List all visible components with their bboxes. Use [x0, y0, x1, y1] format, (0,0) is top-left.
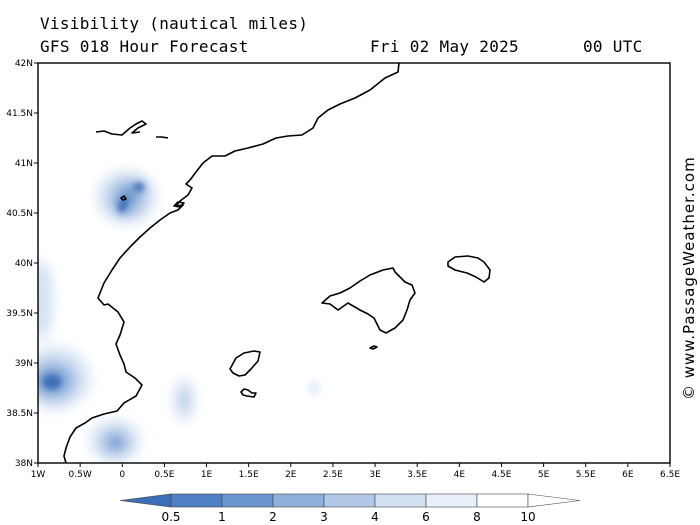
y-tick-label: 40.5N — [6, 209, 33, 219]
legend-label: 10 — [520, 510, 535, 524]
menorca-coastline — [447, 255, 491, 283]
legend-swatch — [476, 493, 529, 508]
formentera-coastline — [240, 388, 257, 398]
legend-swatch — [323, 493, 376, 508]
y-tick-label: 42N — [15, 59, 33, 69]
forecast-time-label: 00 UTC — [583, 37, 643, 56]
spain-coastline — [63, 63, 400, 463]
legend-swatch — [527, 493, 581, 508]
legend-swatch — [374, 493, 427, 508]
x-tick-label: 1E — [201, 470, 213, 480]
low-visibility-cell-west — [38, 260, 91, 410]
legend-label: 1 — [218, 510, 226, 524]
x-tick-label: 6E — [622, 470, 634, 480]
ebro-delta-coastline — [173, 201, 185, 208]
x-tick-label: 5.5E — [576, 470, 596, 480]
x-tick-label: 2.5E — [323, 470, 343, 480]
x-tick-label: 0.5W — [69, 470, 92, 480]
coastlines — [63, 63, 491, 463]
legend-swatch — [272, 493, 325, 508]
legend-label: 2 — [269, 510, 277, 524]
legend-swatch — [170, 493, 223, 508]
watermark-text: © www.PassageWeather.com — [680, 156, 698, 400]
x-tick-label: 6.5E — [660, 470, 680, 480]
low-visibility-cell-north-core — [118, 183, 144, 213]
legend-swatch — [119, 493, 172, 508]
visibility-shading — [38, 170, 321, 463]
mallorca-coastline — [321, 267, 416, 334]
legend-label: 4 — [371, 510, 379, 524]
forecast-model-label: GFS 018 Hour Forecast — [40, 37, 249, 56]
cabrera-coastline — [369, 345, 378, 350]
legend-swatch — [425, 493, 478, 508]
france-coastline-fragment-2 — [156, 136, 169, 139]
y-tick-label: 41.5N — [6, 109, 33, 119]
legend-label: 0.5 — [161, 510, 180, 524]
legend-label: 6 — [422, 510, 430, 524]
low-visibility-cell-south — [89, 419, 141, 463]
ibiza-coastline — [229, 350, 261, 377]
columbretes-coastline — [120, 195, 127, 201]
y-tick-label: 38.5N — [6, 409, 33, 419]
map-title-variable: Visibility (nautical miles) — [40, 14, 309, 33]
legend-swatch — [221, 493, 274, 508]
x-tick-label: 3.5E — [407, 470, 427, 480]
x-tick-label: 0.5E — [154, 470, 174, 480]
x-tick-label: 5E — [538, 470, 550, 480]
x-tick-label: 4E — [454, 470, 466, 480]
forecast-date-label: Fri 02 May 2025 — [370, 37, 519, 56]
x-tick-label: 1W — [31, 470, 46, 480]
low-visibility-cell-ibiza — [173, 378, 195, 422]
france-coastline-fragment — [95, 120, 147, 136]
x-tick-label: 4.5E — [491, 470, 511, 480]
low-visibility-cell-west-core — [43, 375, 61, 389]
y-tick-label: 39.5N — [6, 309, 33, 319]
low-visibility-patch-east — [307, 380, 321, 396]
low-visibility-cell-north — [96, 170, 156, 224]
y-tick-label: 38N — [15, 459, 33, 469]
y-tick-label: 39N — [15, 359, 33, 369]
y-tick-label: 41N — [15, 159, 33, 169]
x-tick-label: 3E — [369, 470, 381, 480]
legend-label: 3 — [320, 510, 328, 524]
x-tick-label: 1.5E — [239, 470, 259, 480]
x-tick-label: 2E — [285, 470, 297, 480]
x-tick-label: 0 — [119, 470, 125, 480]
axis-ticks: 1W 0.5W 0 0.5E 1E 1.5E 2E 2.5E 3E 3.5E 4E 4.5E 5E 5.5… — [6, 59, 680, 480]
legend-colorbar: 0.5 1 2 3 4 6 8 10 — [119, 493, 581, 524]
y-tick-label: 40N — [15, 259, 33, 269]
map-frame — [37, 62, 671, 464]
legend-label: 8 — [473, 510, 481, 524]
